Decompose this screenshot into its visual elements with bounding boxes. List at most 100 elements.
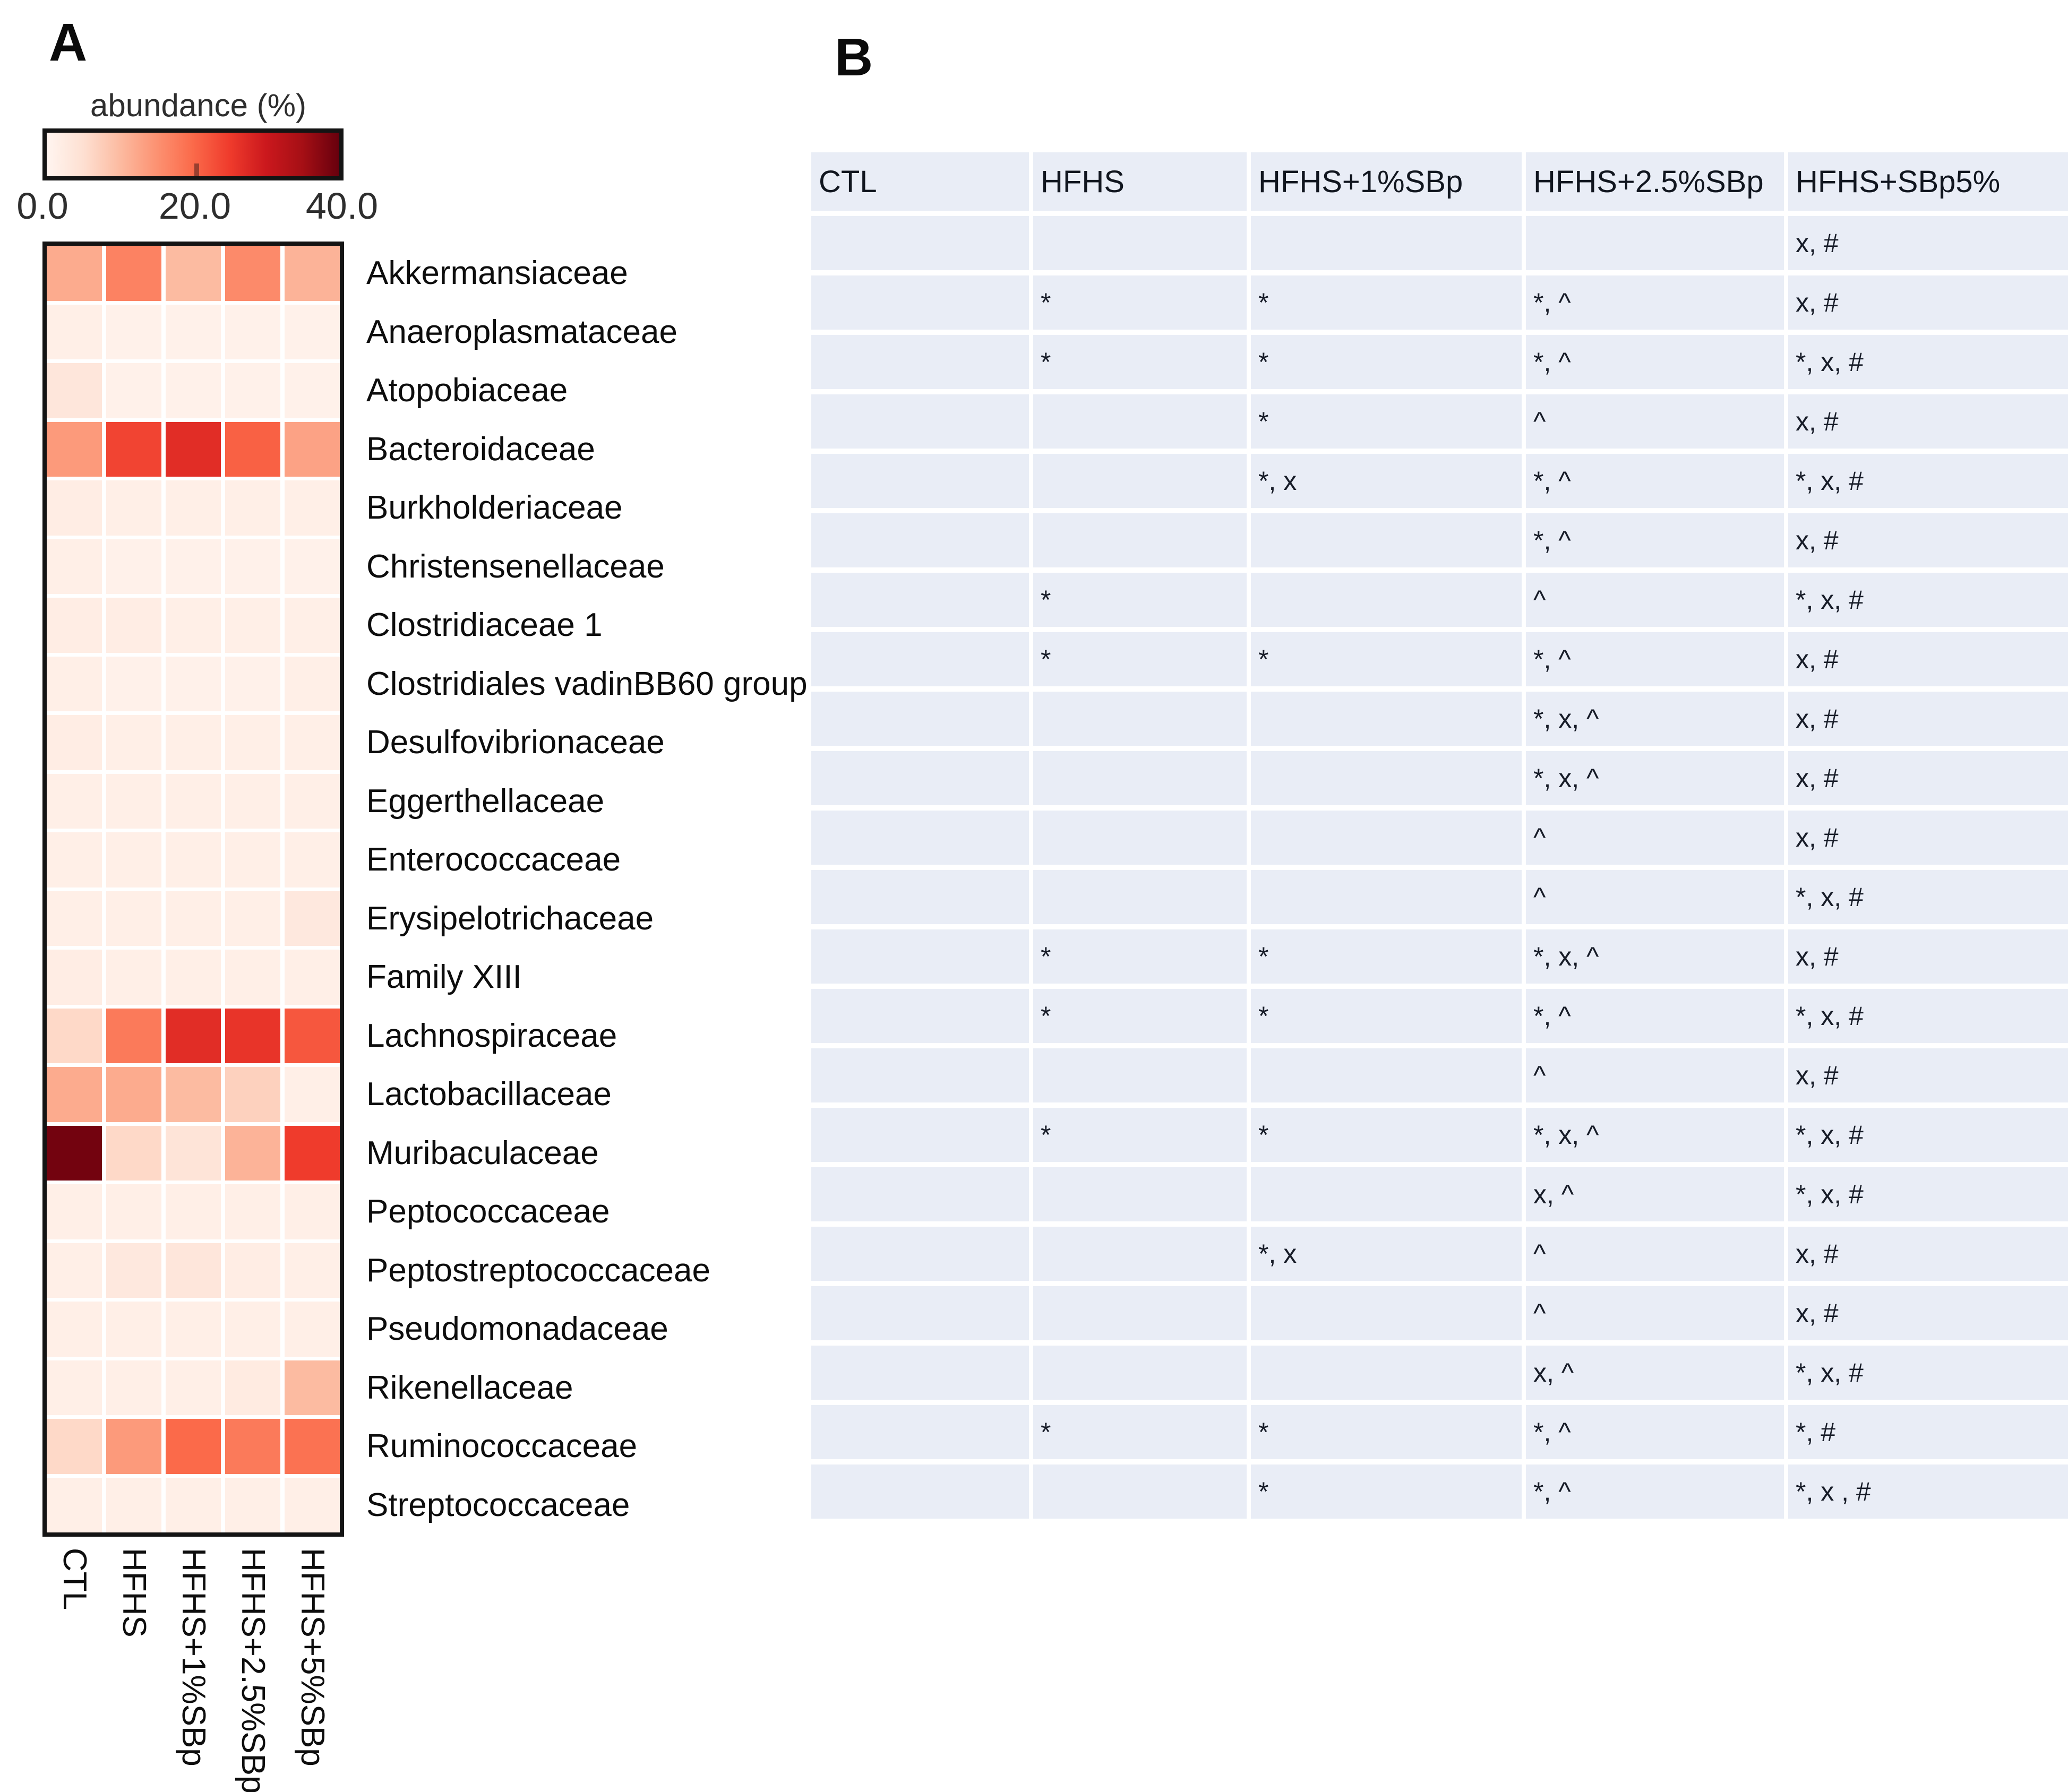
significance-cell: * <box>1251 929 1522 984</box>
significance-cell: *, x, ^ <box>1526 929 1784 984</box>
panel-a-label: A <box>49 13 88 72</box>
heatmap-cell <box>225 1477 280 1532</box>
heatmap-cell <box>225 891 280 946</box>
heatmap-cell <box>166 1067 221 1122</box>
heatmap-cell <box>285 1360 340 1415</box>
significance-cell: * <box>1251 335 1522 389</box>
heatmap-cell <box>106 1419 161 1474</box>
significance-cell: x, # <box>1788 1048 2068 1102</box>
significance-cell <box>811 632 1029 686</box>
significance-cell: *, x, # <box>1788 870 2068 924</box>
row-label-family: Clostridiales vadinBB60 group <box>366 665 808 702</box>
significance-cell <box>1033 1167 1247 1221</box>
heatmap-cell <box>47 1184 102 1239</box>
significance-cell: *, ^ <box>1526 1405 1784 1459</box>
heatmap-cell <box>47 539 102 594</box>
heatmap-cell <box>47 656 102 711</box>
significance-cell <box>811 751 1029 805</box>
heatmap-cell <box>106 1184 161 1239</box>
heatmap-cell <box>225 363 280 418</box>
column-label-condition: HFHS+1%SBp <box>175 1548 212 1767</box>
heatmap-cell <box>225 950 280 1005</box>
heatmap-cell <box>106 1125 161 1181</box>
significance-cell: x, # <box>1788 1227 2068 1281</box>
heatmap-cell <box>285 715 340 770</box>
significance-cell <box>1033 811 1247 865</box>
heatmap-cell <box>166 1184 221 1239</box>
row-label-family: Muribaculaceae <box>366 1134 599 1171</box>
heatmap-cell <box>285 773 340 829</box>
heatmap-cell <box>47 246 102 301</box>
significance-cell: *, x, ^ <box>1526 1108 1784 1162</box>
colorbar-tick-max: 40.0 <box>305 185 379 227</box>
heatmap-cell <box>225 1360 280 1415</box>
significance-cell: ^ <box>1526 1286 1784 1340</box>
heatmap-cell <box>285 1477 340 1532</box>
significance-cell <box>811 1346 1029 1400</box>
significance-cell: ^ <box>1526 870 1784 924</box>
significance-cell: ^ <box>1526 573 1784 627</box>
heatmap-cell <box>166 773 221 829</box>
significance-cell: x, # <box>1788 216 2068 270</box>
heatmap-cell <box>285 1125 340 1181</box>
row-label-family: Enterococcaceae <box>366 841 621 878</box>
significance-cell <box>1251 811 1522 865</box>
colorbar <box>42 128 344 180</box>
significance-cell: *, x, # <box>1788 454 2068 508</box>
heatmap-cell <box>225 1243 280 1298</box>
heatmap-cell <box>285 480 340 536</box>
significance-cell: x, # <box>1788 513 2068 567</box>
significance-cell <box>811 1227 1029 1281</box>
heatmap-cell <box>47 1125 102 1181</box>
heatmap-cell <box>285 832 340 888</box>
heatmap-cell <box>166 1243 221 1298</box>
heatmap-cell <box>166 950 221 1005</box>
significance-column-header: HFHS+SBp5% <box>1788 152 2068 211</box>
column-label-condition: CTL <box>56 1548 93 1610</box>
heatmap-cell <box>285 1008 340 1063</box>
significance-cell: x, # <box>1788 394 2068 449</box>
heatmap-cell <box>285 1184 340 1239</box>
significance-cell <box>1033 454 1247 508</box>
heatmap-cell <box>285 1243 340 1298</box>
significance-cell: *, ^ <box>1526 513 1784 567</box>
significance-cell <box>811 513 1029 567</box>
significance-column-header: CTL <box>811 152 1029 211</box>
significance-cell: *, x, ^ <box>1526 692 1784 746</box>
significance-cell: * <box>1033 929 1247 984</box>
significance-cell: * <box>1033 632 1247 686</box>
significance-column-header: HFHS+2.5%SBp <box>1526 152 1784 211</box>
heatmap-cell <box>106 1477 161 1532</box>
significance-cell: * <box>1251 1405 1522 1459</box>
heatmap-cell <box>166 421 221 477</box>
colorbar-mid-tick <box>194 163 199 176</box>
colorbar-title: abundance (%) <box>90 88 306 123</box>
heatmap-cell <box>47 950 102 1005</box>
heatmap-cell <box>166 1477 221 1532</box>
heatmap-cell <box>106 773 161 829</box>
heatmap-cell <box>285 421 340 477</box>
heatmap-cell <box>225 539 280 594</box>
heatmap-cell <box>225 421 280 477</box>
heatmap-cell <box>47 421 102 477</box>
significance-cell <box>1251 1048 1522 1102</box>
significance-cell <box>1251 513 1522 567</box>
heatmap-cell <box>285 363 340 418</box>
row-label-family: Lachnospiraceae <box>366 1017 617 1054</box>
significance-cell <box>1251 573 1522 627</box>
significance-column-header: HFHS+1%SBp <box>1251 152 1522 211</box>
colorbar-tick-mid: 20.0 <box>158 185 231 227</box>
heatmap-cell <box>225 1419 280 1474</box>
significance-cell <box>1251 216 1522 270</box>
significance-cell: *, ^ <box>1526 454 1784 508</box>
heatmap-cell <box>225 832 280 888</box>
row-label-family: Family XIII <box>366 959 522 996</box>
row-label-family: Desulfovibrionaceae <box>366 724 665 761</box>
significance-cell <box>811 1464 1029 1519</box>
heatmap-cell <box>285 598 340 653</box>
significance-column-header: HFHS <box>1033 152 1247 211</box>
heatmap-cell <box>166 1360 221 1415</box>
heatmap-cell <box>106 598 161 653</box>
significance-cell: * <box>1033 989 1247 1043</box>
significance-cell: * <box>1033 335 1247 389</box>
